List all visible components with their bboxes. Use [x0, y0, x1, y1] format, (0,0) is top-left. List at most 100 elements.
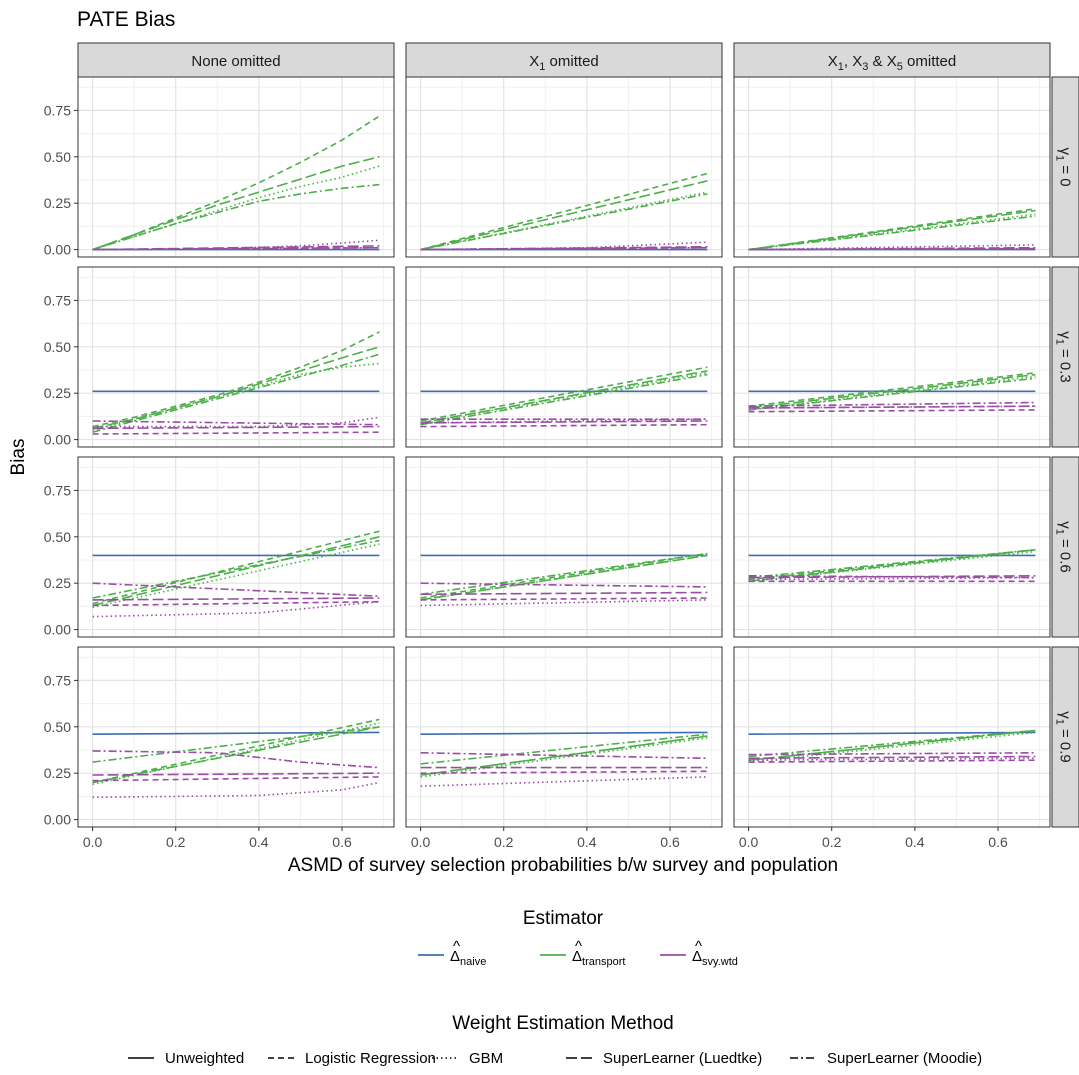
x-tick-label: 0.0	[739, 834, 759, 850]
legend-estimator-label: Δsvy.wtd	[692, 948, 738, 968]
series-line-transport-gbm	[420, 737, 708, 778]
legend-estimator-item-transport: ^Δtransport	[540, 938, 625, 968]
facet-panels: None omitted X1 omitted X1, X3 & X5 omitte…	[44, 42, 1079, 850]
legend-estimator-title: Estimator	[523, 908, 604, 929]
panel-border	[77, 646, 395, 828]
row-strip-2	[1051, 456, 1079, 638]
legend-estimator-label: Δnaive	[450, 948, 486, 968]
series-line-svy.wtd-logistic-regression	[420, 770, 708, 774]
col-strip-label-1: X1 omitted	[529, 53, 599, 73]
panel-border	[77, 76, 395, 258]
series-line-transport-gbm	[748, 213, 1036, 251]
series-line-transport-logistic-regression	[92, 331, 380, 428]
series-line-transport-superlearner-luedtke-	[748, 729, 1036, 761]
series-line-svy.wtd-gbm	[748, 405, 1036, 409]
legend-method-item-0: Unweighted	[128, 1050, 244, 1067]
panel-1-1	[405, 266, 723, 448]
series-line-transport-gbm	[420, 191, 708, 251]
series-line-svy.wtd-logistic-regression	[92, 600, 380, 607]
series-line-svy.wtd-gbm	[420, 776, 708, 787]
col-strip-label-0: None omitted	[191, 53, 280, 70]
series-line-svy.wtd-logistic-regression	[92, 776, 380, 782]
series-line-svy.wtd-superlearner-luedtke-	[748, 575, 1036, 579]
panel-2-2	[733, 456, 1051, 638]
series-line-transport-gbm	[748, 731, 1036, 763]
series-line-transport-superlearner-luedtke-	[748, 209, 1036, 251]
panel-series	[92, 718, 380, 799]
panel-border	[733, 456, 1051, 638]
series-line-svy.wtd-gbm	[92, 416, 380, 428]
x-tick-label: 0.6	[332, 834, 352, 850]
legend-method-item-1: Logistic Regression	[268, 1050, 436, 1067]
x-tick-label: 0.2	[166, 834, 186, 850]
series-line-naive-unweighted	[748, 731, 1036, 735]
panel-border	[405, 76, 723, 258]
series-line-transport-superlearner-luedtke-	[748, 373, 1036, 409]
series-line-svy.wtd-logistic-regression	[92, 431, 380, 435]
series-line-transport-superlearner-moodie-	[420, 552, 708, 596]
row-strip-label-3: γ1 = 0.9	[1054, 711, 1074, 763]
series-line-svy.wtd-superlearner-luedtke-	[92, 425, 380, 430]
series-line-transport-superlearner-luedtke-	[92, 536, 380, 607]
series-line-transport-superlearner-luedtke-	[420, 370, 708, 424]
panel-bg	[78, 77, 394, 257]
legend-hat: ^	[453, 938, 460, 955]
y-tick-label: 0.25	[44, 765, 71, 781]
x-tick-label: 0.4	[577, 834, 597, 850]
series-line-transport-superlearner-moodie-	[92, 539, 380, 599]
panel-series	[92, 331, 380, 435]
col-strip-0	[77, 42, 395, 78]
series-line-transport-superlearner-moodie-	[420, 733, 708, 765]
panel-bg	[78, 267, 394, 447]
panel-bg	[734, 647, 1050, 827]
legend-estimator-item-naive: ^Δnaive	[418, 938, 486, 968]
series-line-transport-logistic-regression	[748, 208, 1036, 251]
y-axis-title: Bias	[8, 439, 29, 476]
row-strip-label-1: γ1 = 0.3	[1054, 331, 1074, 383]
legend-hat: ^	[575, 938, 582, 955]
panel-border	[405, 456, 723, 638]
panel-bg	[734, 457, 1050, 637]
legend-method-title: Weight Estimation Method	[452, 1013, 673, 1034]
panel-series	[748, 208, 1036, 251]
series-line-svy.wtd-superlearner-luedtke-	[92, 772, 380, 776]
panel-border	[405, 646, 723, 828]
row-strip-0	[1051, 76, 1079, 258]
series-line-svy.wtd-logistic-regression	[420, 597, 708, 601]
series-line-transport-superlearner-moodie-	[748, 215, 1036, 251]
panel-border	[405, 266, 723, 448]
panel-bg	[734, 267, 1050, 447]
panel-border	[733, 76, 1051, 258]
series-line-transport-superlearner-luedtke-	[420, 180, 708, 251]
panel-0-0: 0.00 0.25 0.50 0.75	[44, 76, 395, 258]
panel-0-1	[405, 76, 723, 258]
panel-series	[420, 731, 708, 787]
y-tick-label: 0.25	[44, 195, 71, 211]
legend-method-label: Logistic Regression	[305, 1050, 436, 1067]
series-line-svy.wtd-superlearner-luedtke-	[748, 405, 1036, 409]
legend-estimator-item-svy.wtd: ^Δsvy.wtd	[660, 938, 738, 968]
series-line-transport-superlearner-luedtke-	[92, 726, 380, 784]
series-line-transport-superlearner-moodie-	[92, 353, 380, 433]
y-tick-label: 0.00	[44, 812, 71, 828]
x-tick-label: 0.0	[83, 834, 103, 850]
panel-1-0: 0.00 0.25 0.50 0.75	[44, 266, 395, 448]
y-tick-label: 0.50	[44, 339, 71, 355]
series-line-svy.wtd-logistic-regression	[92, 246, 380, 251]
series-line-transport-superlearner-moodie-	[92, 726, 380, 763]
series-line-transport-superlearner-moodie-	[92, 183, 380, 251]
series-line-transport-gbm	[748, 550, 1036, 583]
series-line-svy.wtd-superlearner-luedtke-	[420, 420, 708, 424]
series-line-svy.wtd-gbm	[420, 599, 708, 607]
series-line-transport-logistic-regression	[92, 718, 380, 784]
y-tick-label: 0.00	[44, 432, 71, 448]
series-line-svy.wtd-gbm	[748, 757, 1036, 761]
panel-series	[748, 549, 1036, 583]
series-line-svy.wtd-superlearner-luedtke-	[748, 755, 1036, 760]
series-line-naive-unweighted	[420, 731, 708, 735]
panel-border	[733, 646, 1051, 828]
series-line-transport-logistic-regression	[748, 372, 1036, 407]
panel-border	[77, 456, 395, 638]
panel-bg	[406, 77, 722, 257]
series-line-svy.wtd-logistic-regression	[748, 759, 1036, 763]
